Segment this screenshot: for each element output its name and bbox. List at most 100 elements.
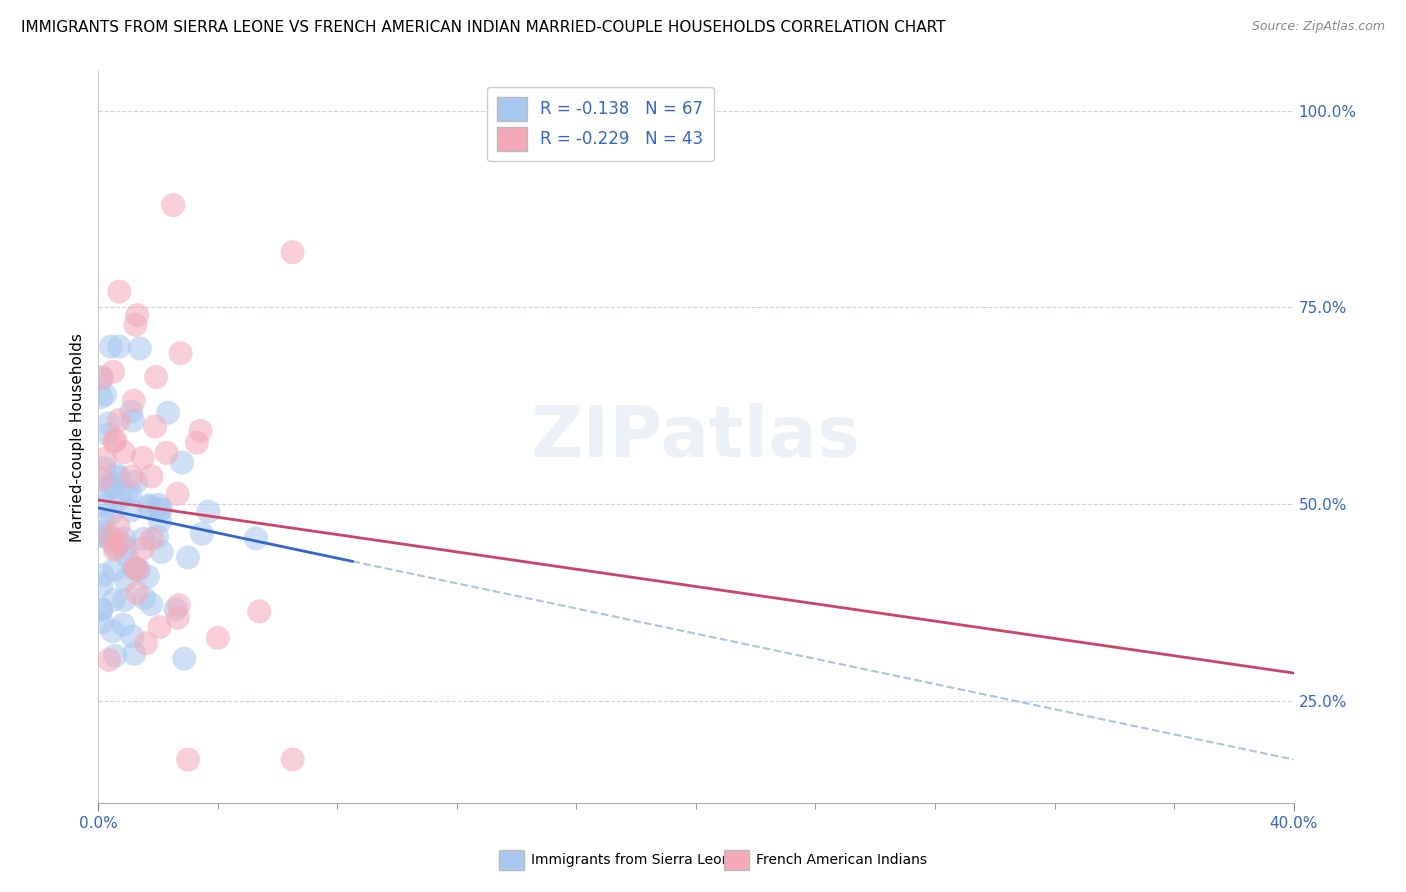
Point (115, 488, 138, 502)
Point (112, 531, 135, 545)
Text: IMMIGRANTS FROM SIERRA LEONE VS FRENCH AMERICAN INDIAN MARRIED-COUPLE HOUSEHOLDS: IMMIGRANTS FROM SIERRA LEONE VS FRENCH A… (21, 20, 946, 35)
Point (98, 529, 121, 543)
Point (121, 629, 143, 643)
Point (94, 451, 117, 466)
Point (245, 532, 267, 546)
Point (90, 525, 112, 540)
Point (112, 593, 135, 607)
Point (103, 434, 125, 449)
Point (191, 526, 214, 541)
Point (149, 514, 172, 528)
Point (135, 636, 157, 650)
Point (131, 541, 153, 556)
Point (96, 483, 118, 497)
Point (136, 569, 159, 583)
Point (186, 435, 208, 450)
Point (110, 491, 132, 506)
Point (96, 427, 118, 442)
Point (104, 542, 127, 557)
Point (90, 578, 112, 592)
Point (108, 285, 131, 299)
Point (132, 450, 155, 465)
Point (101, 365, 124, 379)
Point (97, 417, 120, 431)
Point (100, 340, 122, 354)
Point (107, 519, 129, 533)
Point (166, 487, 188, 501)
Point (104, 434, 127, 448)
Point (190, 424, 212, 438)
Point (165, 602, 187, 616)
Point (90, 603, 112, 617)
Point (114, 541, 136, 555)
Point (120, 486, 142, 500)
Point (101, 624, 124, 639)
Point (134, 591, 156, 606)
Point (197, 504, 219, 518)
Point (93, 516, 115, 530)
Point (100, 506, 122, 520)
Point (91, 568, 114, 582)
Point (108, 535, 131, 549)
Point (91, 472, 114, 486)
Point (125, 475, 148, 489)
Point (150, 501, 173, 516)
Point (90, 370, 112, 384)
Point (127, 308, 149, 322)
Point (281, 245, 304, 260)
Point (141, 597, 163, 611)
Point (141, 532, 163, 546)
Point (157, 406, 180, 420)
Point (149, 503, 172, 517)
Point (128, 563, 150, 577)
Point (90, 602, 112, 616)
Point (90, 615, 112, 629)
Text: Source: ZipAtlas.com: Source: ZipAtlas.com (1251, 20, 1385, 33)
Point (150, 545, 173, 559)
Point (156, 446, 179, 460)
Point (138, 498, 160, 512)
Point (100, 481, 122, 495)
Point (177, 550, 200, 565)
Point (115, 549, 138, 564)
Point (148, 498, 170, 512)
Point (104, 538, 127, 552)
Point (173, 651, 195, 665)
Point (120, 503, 142, 517)
Y-axis label: Married-couple Households: Married-couple Households (69, 333, 84, 541)
Text: French American Indians: French American Indians (756, 853, 928, 867)
Point (115, 573, 138, 587)
Point (91, 529, 114, 543)
Point (122, 414, 145, 428)
Point (122, 561, 145, 575)
Point (281, 753, 304, 767)
Point (177, 753, 200, 767)
Point (108, 340, 131, 354)
Point (108, 413, 131, 427)
Point (170, 456, 193, 470)
Point (166, 611, 188, 625)
Point (105, 467, 128, 482)
Point (94, 387, 117, 401)
Point (149, 620, 172, 634)
Point (132, 532, 155, 546)
Point (124, 561, 146, 575)
Point (145, 370, 167, 384)
Point (138, 500, 160, 514)
Point (141, 469, 163, 483)
Point (143, 419, 166, 434)
Point (103, 593, 125, 607)
Point (122, 393, 145, 408)
Text: ZIPatlas: ZIPatlas (531, 402, 860, 472)
Point (146, 530, 169, 544)
Point (112, 445, 135, 459)
Point (96, 530, 118, 544)
Point (247, 604, 270, 618)
Point (169, 346, 191, 360)
Point (104, 541, 127, 555)
Point (124, 318, 146, 332)
Point (93, 461, 115, 475)
Point (104, 648, 127, 663)
Legend: R = -0.138   N = 67, R = -0.229   N = 43: R = -0.138 N = 67, R = -0.229 N = 43 (486, 87, 714, 161)
Point (127, 562, 149, 576)
